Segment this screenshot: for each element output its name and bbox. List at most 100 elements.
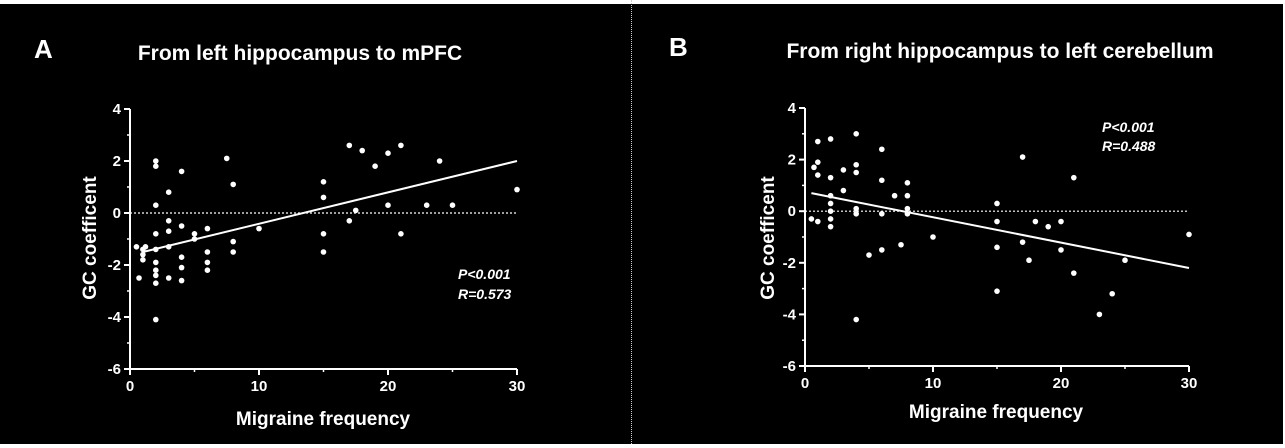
- panel-b-data-point: [1071, 270, 1077, 276]
- panel-a-y-tick-label: -6: [108, 361, 121, 378]
- panel-a-x-tick-label: 0: [126, 378, 134, 395]
- panel-a-label: A: [34, 34, 53, 64]
- panel-a-data-point: [398, 231, 404, 237]
- panel-b-data-point: [1071, 174, 1077, 181]
- panel-b-x-tick-label: 20: [1053, 375, 1070, 392]
- panel-b-data-point: [840, 167, 847, 173]
- panel-b-data-point: [891, 192, 898, 199]
- panel-b-data-point: [808, 216, 815, 222]
- panel-a-data-point: [153, 280, 159, 287]
- panel-b-data-point: [840, 187, 847, 194]
- panel-b-data-point: [827, 136, 834, 142]
- panel-a-data-point: [320, 231, 327, 237]
- panel-b-title: From right hippocampus to left cerebellu…: [786, 40, 1213, 63]
- panel-b-y-axis-label: GC coefficent: [758, 176, 779, 300]
- panel-a-data-point: [153, 267, 159, 274]
- panel-a-data-point: [165, 218, 172, 224]
- panel-b-y-tick-label: 0: [788, 203, 796, 220]
- panel-b-r-value: R=0.488: [1102, 138, 1156, 154]
- panel-b-data-point: [815, 159, 821, 165]
- panel-a-data-point: [165, 275, 172, 281]
- panel-divider: [631, 0, 632, 448]
- panel-a-trend-line: [142, 160, 518, 253]
- panel-a-p-value: P<0.001: [458, 266, 511, 282]
- panel-a-data-point: [204, 259, 211, 266]
- panel-b-data-point: [904, 205, 911, 212]
- panel-a-data-point: [514, 186, 520, 193]
- panel-b-data-point: [879, 177, 885, 184]
- panel-a-data-point: [153, 272, 159, 279]
- panel-a-data-point: [142, 244, 149, 250]
- panel-b-data-point: [853, 205, 859, 212]
- panel-b-data-point: [827, 174, 834, 181]
- panel-b-y-tick-label: -2: [783, 255, 796, 272]
- panel-a-chart: A From left hippocampus to mPFC -6 -4 -2 0 2…: [34, 34, 526, 430]
- panel-a-x-tick-label: 30: [509, 378, 526, 395]
- panel-b-data-point: [811, 164, 817, 171]
- panel-a-y-tick-label: -2: [108, 257, 121, 274]
- panel-b-x-tick-label: 0: [801, 375, 809, 392]
- panel-b-label: B: [669, 32, 688, 62]
- panel-a-data-point: [165, 228, 172, 234]
- panel-b-data-point: [1058, 218, 1064, 225]
- panel-a-data-point: [165, 189, 172, 195]
- panel-b-p-value: P<0.001: [1102, 119, 1155, 135]
- panel-a-data-point: [230, 238, 236, 245]
- panel-a-data-point: [320, 249, 327, 255]
- panel-a-data-point: [178, 223, 185, 229]
- panel-b-data-point: [994, 244, 1000, 251]
- panel-a-data-point: [191, 231, 198, 237]
- panel-a-data-point: [153, 259, 159, 266]
- panel-a-x-axis-label: Migraine frequency: [236, 409, 411, 430]
- panel-b-data-point: [866, 252, 872, 258]
- panel-a-data-point: [204, 225, 211, 232]
- panel-a-data-point: [204, 249, 211, 255]
- panel-a-data-point: [320, 194, 327, 201]
- panel-b-data-point: [879, 247, 885, 253]
- panel-b-data-point: [853, 161, 859, 168]
- panel-b-data-point: [815, 172, 821, 178]
- panel-a-data-point: [153, 202, 159, 208]
- panel-a-data-point: [256, 225, 262, 232]
- panel-b-data-point: [1058, 247, 1064, 253]
- panel-a-data-point: [153, 231, 159, 237]
- panel-a-data-point: [449, 202, 456, 208]
- panel-b-trend-line: [811, 192, 1190, 269]
- panel-a-data-point: [346, 142, 353, 149]
- panel-b-chart: B From right hippocampus to left cerebel…: [669, 32, 1214, 423]
- figure-bottom-border: [0, 444, 1285, 448]
- panel-b-data-point: [904, 180, 911, 186]
- panel-b-data-point: [1019, 154, 1026, 160]
- panel-a-y-axis-label: GC coefficent: [80, 176, 101, 300]
- panel-b-data-point: [853, 210, 859, 217]
- panel-b-data-point: [1122, 257, 1128, 264]
- panel-a-data-point: [178, 168, 185, 175]
- panel-b-y-tick-label: 4: [788, 100, 797, 117]
- panel-b-data-point: [827, 223, 834, 230]
- panel-a-r-value: R=0.573: [458, 286, 512, 302]
- panel-b-data-point: [1019, 239, 1026, 245]
- panel-a-data-point: [136, 275, 142, 281]
- panel-a-data-point: [223, 155, 230, 162]
- panel-a-data-point: [140, 251, 146, 258]
- panel-a-data-point: [385, 202, 391, 208]
- panel-b-y-tick-label: -6: [783, 358, 796, 375]
- panel-a-data-point: [178, 264, 185, 271]
- panel-b-data-point: [827, 200, 834, 207]
- panel-a-data-point: [133, 244, 140, 250]
- panel-a-data-point: [153, 246, 159, 253]
- panel-a-data-point: [398, 142, 404, 149]
- panel-b-data-point: [1109, 290, 1115, 297]
- panel-b-data-point: [879, 146, 885, 153]
- panel-b-x-axis-label: Migraine frequency: [909, 402, 1084, 423]
- panel-a-data-point: [178, 277, 185, 284]
- panel-b-data-point: [827, 216, 834, 222]
- panel-b-x-tick-label: 10: [925, 375, 942, 392]
- panel-a-y-tick-label: 4: [113, 101, 122, 118]
- panel-a-x-tick-label: 20: [380, 378, 397, 395]
- panel-a-data-point: [204, 267, 211, 274]
- panel-b-data-point: [827, 192, 834, 199]
- panel-b-plot-area: -6 -4 -2 0 2 4 0 10 20 30: [783, 100, 1198, 392]
- panel-a-data-point: [320, 179, 327, 185]
